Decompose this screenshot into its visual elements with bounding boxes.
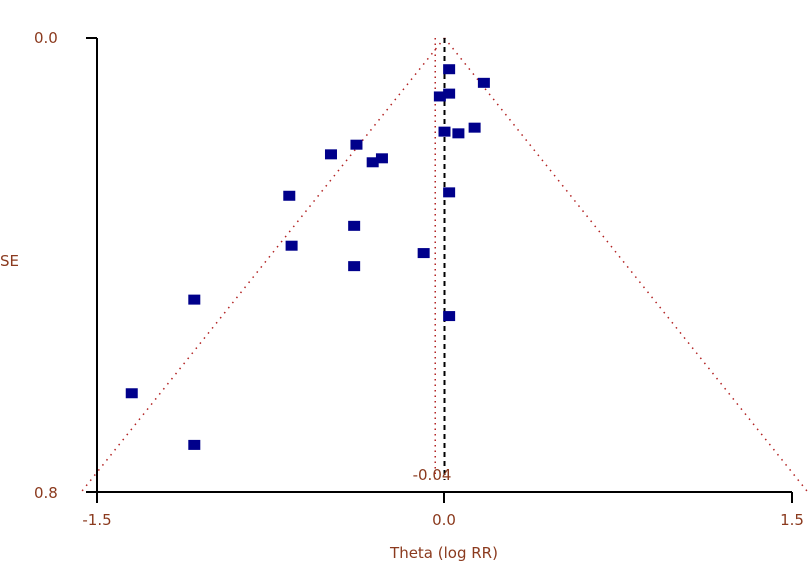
y-tick-label-1: 0.8: [34, 484, 58, 502]
study-point-14: [348, 220, 361, 231]
study-point-19: [443, 311, 456, 322]
study-point-2: [477, 77, 490, 88]
study-point-8: [350, 139, 363, 150]
study-point-7: [468, 122, 481, 133]
x-tick-label-0: -1.5: [82, 511, 111, 529]
study-point-6: [452, 128, 465, 139]
study-point-12: [443, 187, 456, 198]
y-tick-label-0: 0.0: [34, 29, 58, 47]
study-points: [125, 64, 490, 450]
x-tick-label-2: 1.5: [780, 511, 804, 529]
study-point-13: [283, 190, 296, 201]
study-point-5: [438, 126, 451, 137]
study-point-4: [443, 88, 456, 99]
study-point-1: [443, 64, 456, 75]
reference-lines: [80, 37, 809, 493]
study-point-11: [375, 153, 388, 164]
study-point-18: [188, 294, 201, 305]
study-point-10: [366, 157, 379, 168]
study-point-15: [285, 240, 298, 251]
study-point-9: [324, 149, 337, 160]
study-point-17: [348, 261, 361, 272]
y-axis-title: SE: [0, 252, 19, 270]
study-point-21: [188, 439, 201, 450]
funnel-right-line: [443, 37, 809, 493]
study-point-20: [125, 388, 138, 399]
pooled-estimate-label: -0.04: [413, 466, 452, 484]
x-tick-label-1: 0.0: [432, 511, 456, 529]
x-axis-title: Theta (log RR): [389, 544, 498, 562]
study-point-16: [417, 248, 430, 259]
funnel-left-line: [80, 37, 446, 493]
study-point-3: [433, 91, 446, 102]
